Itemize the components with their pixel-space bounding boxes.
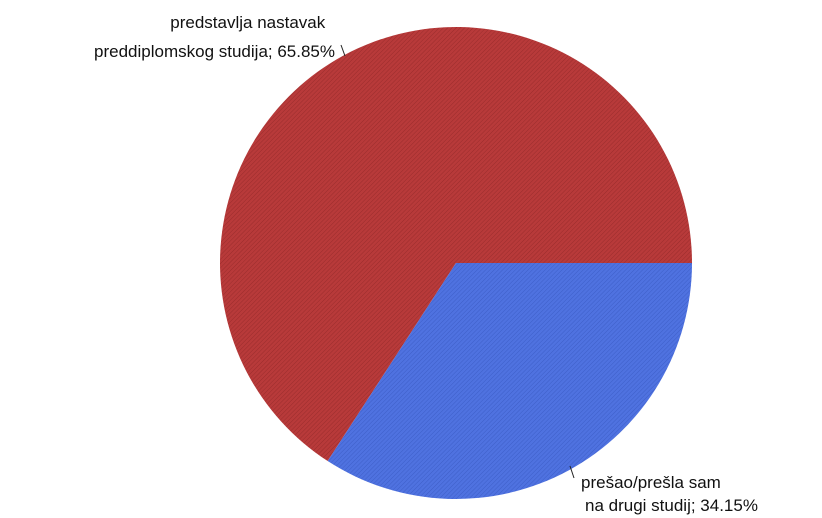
pie-slice-0 <box>220 27 692 462</box>
slice-label-1: prešao/prešla sam na drugi studij; 34.15… <box>581 473 758 515</box>
leader-line-slice-0 <box>340 44 346 57</box>
slice-label-0: predstavlja nastavak preddiplomskog stud… <box>94 13 335 61</box>
slice-label-1-line-2: na drugi studij; 34.15% <box>585 496 758 515</box>
leader-line-slice-1 <box>569 465 575 479</box>
slice-label-1-line-1: prešao/prešla sam <box>581 473 721 492</box>
slice-label-0-line-1: predstavlja nastavak <box>170 13 325 32</box>
slice-label-0-line-2: preddiplomskog studija; 65.85% <box>94 42 335 61</box>
pie-slice-1 <box>327 263 692 500</box>
